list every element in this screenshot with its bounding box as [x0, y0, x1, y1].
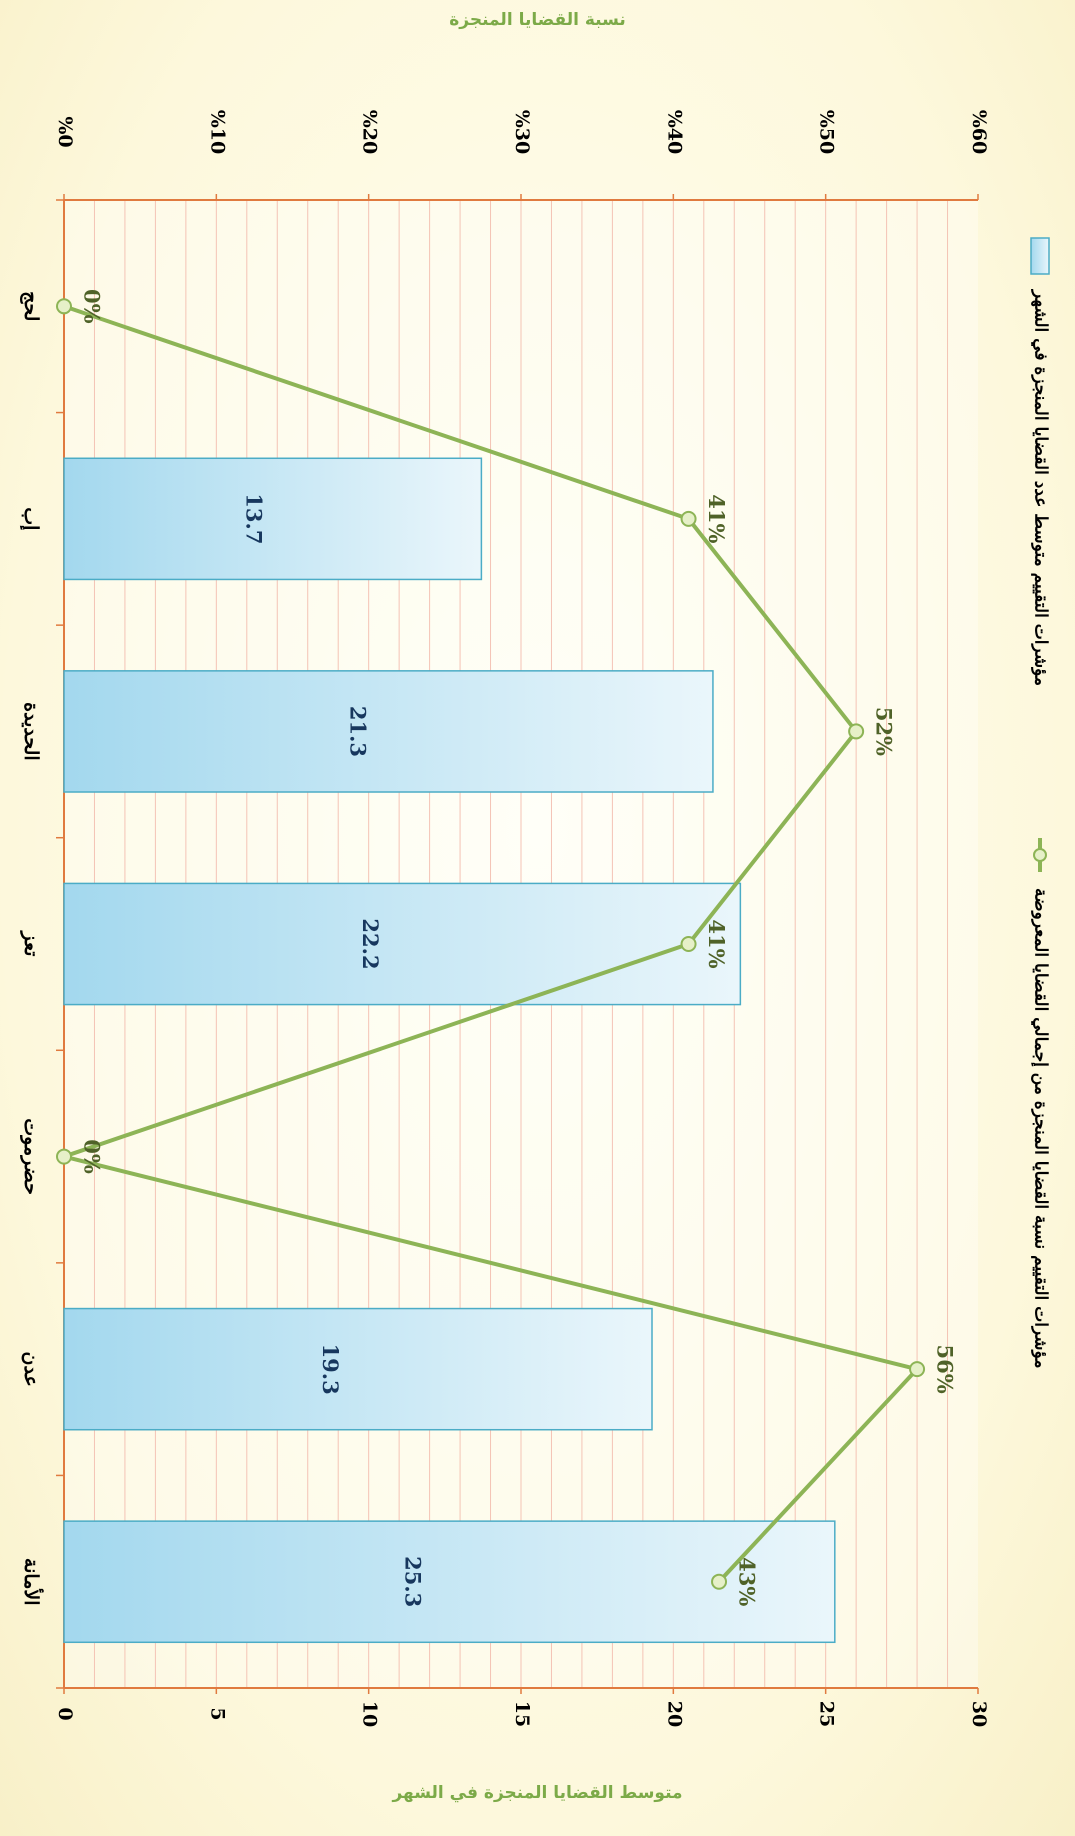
bar-value-label: 22.2: [358, 918, 383, 969]
primary-tick-label: 25: [816, 1701, 838, 1727]
line-value-label: 0%: [80, 289, 105, 324]
line-value-label: 41%: [704, 494, 729, 543]
primary-tick-label: 5: [206, 1707, 228, 1720]
primary-tick-label: 15: [511, 1701, 533, 1727]
category-label: الأمانة: [20, 1558, 44, 1606]
secondary-tick-label: %60: [968, 110, 990, 155]
primary-tick-label: 20: [663, 1701, 685, 1727]
primary-axis-title: متوسط القضايا المنجزة في الشهر: [392, 1783, 683, 1803]
bar: [63, 670, 714, 793]
secondary-tick-label: %20: [359, 110, 381, 155]
line-point: [680, 510, 697, 527]
line-value-label: 41%: [704, 919, 729, 968]
secondary-tick-label: %50: [816, 110, 838, 155]
bar-value-label: 25.3: [400, 1556, 425, 1607]
line-point: [909, 1361, 926, 1378]
bar: [63, 1307, 653, 1431]
line-point: [56, 298, 72, 315]
bar-value-label: 21.3: [346, 706, 371, 757]
secondary-tick-label: %0: [54, 116, 76, 147]
secondary-tick-label: %10: [206, 110, 228, 155]
secondary-tick-label: %30: [511, 110, 533, 155]
line-value-label: 52%: [872, 707, 897, 756]
legend-line-label: مؤشرات التقييم نسبة القضايا المنجزة من إ…: [1031, 888, 1051, 1368]
bar: [63, 457, 483, 581]
secondary-axis-title: نسبة القضايا المنجزة: [449, 10, 626, 30]
bar: [63, 882, 742, 1006]
category-label: إب: [19, 507, 42, 530]
legend-line-marker: [1033, 848, 1047, 862]
line-point: [711, 1573, 728, 1590]
secondary-tick-label: %40: [663, 110, 685, 155]
bar: [63, 1520, 836, 1644]
line-point: [680, 936, 697, 952]
primary-tick-label: 10: [359, 1701, 381, 1727]
bar-value-label: 13.7: [241, 493, 266, 544]
category-label: الحديدة: [20, 702, 42, 761]
category-label: لحج: [20, 291, 42, 321]
line-value-label: 0%: [80, 1139, 105, 1174]
primary-tick-label: 0: [54, 1707, 76, 1720]
primary-tick-label: 30: [968, 1701, 990, 1727]
category-label: تعز: [20, 930, 42, 957]
line-value-label: 56%: [933, 1345, 958, 1394]
line-point: [848, 723, 865, 740]
category-label: عدن: [20, 1352, 42, 1387]
category-label: حضرموت: [20, 1118, 42, 1195]
bar-value-label: 19.3: [318, 1344, 343, 1395]
legend-bar-swatch: [1030, 237, 1050, 275]
line-value-label: 43%: [735, 1557, 760, 1606]
line-point: [56, 1148, 72, 1165]
legend-bar-label: مؤشرات التقييم متوسط عدد القضايا المنجزة…: [1031, 288, 1051, 686]
